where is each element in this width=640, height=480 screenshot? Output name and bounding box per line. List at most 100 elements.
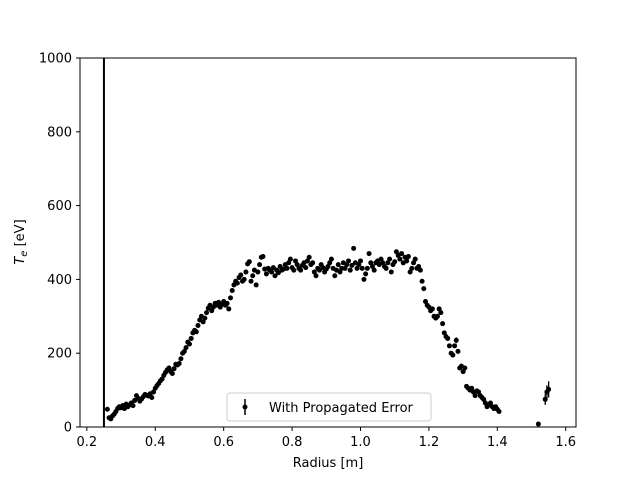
data-point bbox=[434, 313, 440, 319]
data-point bbox=[445, 335, 451, 341]
data-point bbox=[452, 343, 458, 349]
data-point bbox=[535, 421, 541, 427]
data-point bbox=[429, 306, 435, 312]
data-point bbox=[130, 403, 136, 409]
data-point bbox=[248, 278, 254, 284]
data-point bbox=[255, 269, 261, 275]
data-point bbox=[269, 269, 275, 275]
data-point bbox=[347, 267, 353, 273]
data-point bbox=[263, 271, 269, 277]
y-tick-label: 600 bbox=[47, 199, 72, 214]
data-point bbox=[462, 365, 468, 371]
data-point bbox=[419, 278, 425, 284]
data-point bbox=[412, 256, 418, 262]
data-point bbox=[171, 366, 177, 372]
data-point bbox=[310, 260, 316, 266]
data-point bbox=[303, 265, 309, 271]
data-marks bbox=[104, 245, 552, 427]
legend-box bbox=[226, 392, 432, 422]
data-point bbox=[409, 265, 415, 271]
y-axis-label: Te [eV] bbox=[13, 219, 30, 264]
data-point bbox=[399, 251, 405, 257]
x-tick-label: 1.4 bbox=[487, 435, 508, 450]
data-point bbox=[243, 269, 249, 275]
data-point bbox=[383, 265, 389, 271]
x-tick-label: 0.6 bbox=[213, 435, 234, 450]
data-point bbox=[472, 393, 478, 399]
data-point bbox=[363, 271, 369, 277]
y-tick-label: 400 bbox=[47, 273, 72, 288]
data-point bbox=[253, 282, 259, 288]
data-point bbox=[202, 315, 208, 321]
data-point bbox=[332, 273, 338, 279]
data-point bbox=[313, 273, 319, 279]
data-point bbox=[275, 270, 281, 276]
data-point bbox=[438, 310, 444, 316]
data-point bbox=[104, 406, 110, 412]
data-point bbox=[224, 300, 230, 306]
x-tick-label: 0.8 bbox=[282, 435, 303, 450]
data-point bbox=[359, 265, 365, 271]
data-point bbox=[186, 341, 192, 347]
data-point bbox=[257, 262, 263, 268]
data-point bbox=[417, 267, 423, 273]
data-point bbox=[496, 409, 502, 415]
data-point bbox=[250, 273, 256, 279]
x-tick-label: 1.2 bbox=[419, 435, 440, 450]
y-tick-label: 1000 bbox=[39, 52, 72, 67]
data-point bbox=[238, 272, 244, 278]
data-point bbox=[366, 251, 372, 257]
data-point bbox=[169, 370, 175, 376]
data-point bbox=[193, 329, 199, 335]
data-point bbox=[346, 258, 352, 264]
legend-label: With Propagated Error bbox=[269, 401, 414, 416]
data-point bbox=[351, 245, 357, 251]
data-point bbox=[455, 348, 461, 354]
plot-area bbox=[80, 58, 576, 427]
data-point bbox=[226, 306, 232, 312]
x-axis-ticks: 0.2 0.4 0.6 0.8 1.0 1.2 1.4 1.6 bbox=[76, 427, 576, 450]
data-point bbox=[440, 321, 446, 327]
y-axis-ticks: 0 200 400 600 800 1000 bbox=[39, 52, 80, 436]
data-point bbox=[284, 265, 290, 271]
data-point bbox=[149, 394, 155, 400]
y-tick-label: 0 bbox=[64, 421, 72, 436]
data-point bbox=[287, 256, 293, 262]
data-point bbox=[357, 258, 363, 264]
data-point bbox=[371, 267, 377, 273]
data-point bbox=[306, 254, 312, 260]
data-point bbox=[421, 286, 427, 292]
data-point bbox=[328, 256, 334, 262]
data-point bbox=[397, 256, 403, 262]
data-point bbox=[450, 352, 456, 358]
x-tick-label: 1.6 bbox=[555, 435, 576, 450]
y-axis-label-main: T bbox=[13, 256, 28, 265]
x-tick-label: 0.2 bbox=[76, 435, 97, 450]
data-point bbox=[446, 343, 452, 349]
data-point bbox=[234, 280, 240, 286]
plot-frame bbox=[79, 57, 577, 428]
y-tick-label: 800 bbox=[47, 125, 72, 140]
data-point bbox=[204, 310, 210, 316]
y-tick-label: 200 bbox=[47, 347, 72, 362]
data-point bbox=[361, 276, 367, 282]
y-axis-label-subscript: e bbox=[19, 251, 30, 257]
data-point bbox=[339, 265, 345, 271]
data-point bbox=[260, 254, 266, 260]
data-point bbox=[387, 256, 393, 262]
data-point bbox=[178, 356, 184, 362]
data-point bbox=[349, 262, 355, 268]
data-point bbox=[229, 287, 235, 293]
x-tick-label: 1.0 bbox=[350, 435, 371, 450]
data-point bbox=[183, 345, 189, 351]
data-point bbox=[392, 259, 398, 265]
data-point bbox=[241, 276, 247, 282]
data-point bbox=[188, 335, 194, 341]
data-point bbox=[246, 259, 252, 265]
data-point bbox=[364, 265, 370, 271]
data-point bbox=[176, 361, 182, 367]
data-point bbox=[388, 269, 394, 275]
data-point bbox=[291, 267, 297, 273]
y-axis-label-unit: [eV] bbox=[13, 219, 28, 250]
